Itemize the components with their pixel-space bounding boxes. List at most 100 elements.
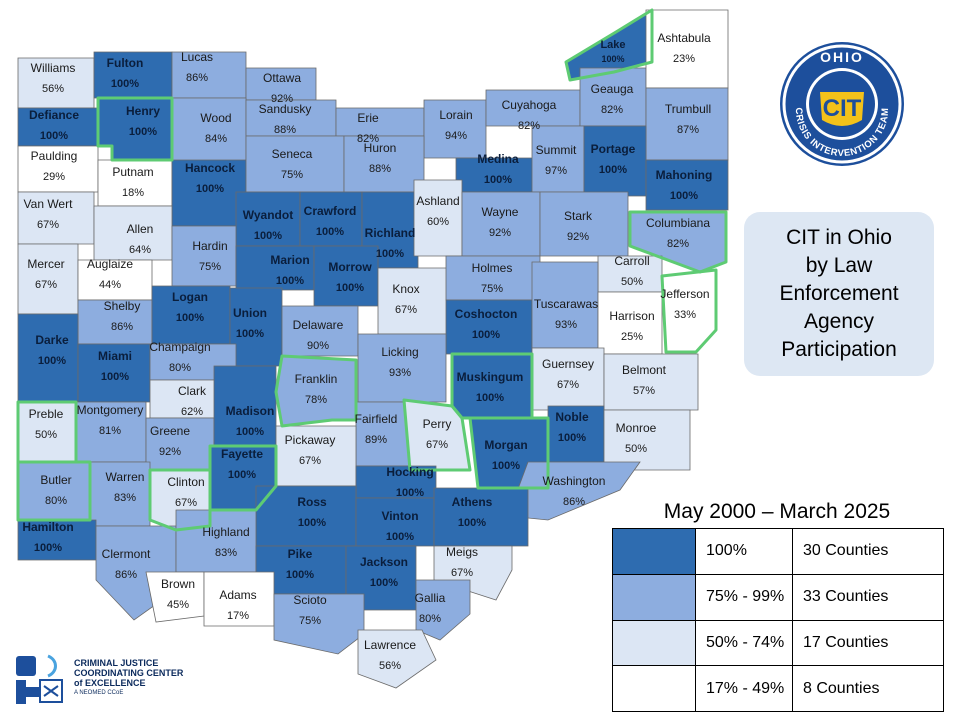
county-percent: 80% — [419, 613, 441, 625]
county-percent: 88% — [369, 163, 391, 175]
county-name: Madison — [226, 404, 275, 418]
county-percent: 100% — [601, 54, 624, 64]
county-label-putnam: Putnam 18% — [112, 165, 153, 199]
county-percent: 81% — [99, 425, 121, 437]
county-shape — [175, 509, 257, 573]
county-shape — [645, 159, 729, 211]
county-scioto — [273, 593, 365, 655]
county-name: Clark — [178, 384, 207, 398]
legend-range: 50% - 74% — [695, 619, 793, 667]
county-label-williams: Williams 56% — [31, 61, 76, 95]
county-name: Greene — [150, 424, 190, 438]
county-shape — [415, 579, 471, 641]
county-portage — [583, 125, 647, 197]
legend-count: 8 Counties — [792, 665, 944, 712]
county-name: Geauga — [591, 82, 634, 96]
county-percent: 100% — [236, 328, 264, 340]
county-label-belmont: Belmont 57% — [622, 363, 667, 397]
county-name: Paulding — [31, 149, 78, 163]
county-percent: 100% — [396, 487, 424, 499]
county-label-auglaize: Auglaize 44% — [87, 257, 133, 291]
county-name: Gallia — [415, 591, 446, 605]
county-percent: 82% — [357, 133, 379, 145]
county-percent: 80% — [45, 495, 67, 507]
county-shape — [357, 629, 437, 689]
county-percent: 67% — [395, 304, 417, 316]
county-label-allen: Allen 64% — [127, 222, 154, 256]
county-label-lake: Lake 100% — [600, 39, 625, 64]
county-highlight-outline — [16, 460, 92, 522]
county-lawrence — [357, 629, 437, 689]
county-name: Logan — [172, 290, 208, 304]
county-name: Lake — [600, 39, 625, 51]
county-percent: 62% — [181, 406, 203, 418]
county-label-pickaway: Pickaway 67% — [285, 433, 336, 467]
county-percent: 100% — [376, 248, 404, 260]
county-name: Wood — [200, 111, 231, 125]
county-name: Perry — [423, 417, 452, 431]
county-name: Shelby — [104, 299, 141, 313]
county-percent: 29% — [43, 171, 65, 183]
county-label-hancock: Hancock 100% — [185, 161, 235, 195]
county-label-scioto: Scioto 75% — [293, 593, 327, 627]
county-label-erie: Erie 82% — [357, 111, 379, 145]
county-name: Jefferson — [660, 287, 709, 301]
county-label-defiance: Defiance 100% — [29, 108, 79, 142]
county-percent: 86% — [186, 72, 208, 84]
legend-swatch — [612, 665, 696, 712]
label-layer: Williams 56% Fulton 100% Lucas 86% Ottawa 92% De… — [22, 31, 712, 672]
map-title: CIT in Ohio by Law Enforcement Agency Pa… — [779, 226, 899, 361]
county-percent: 67% — [35, 279, 57, 291]
legend-table: 100% 30 Counties 75% - 99% 33 Counties 50% -… — [612, 528, 944, 712]
county-percent: 67% — [557, 379, 579, 391]
county-name: Adams — [219, 588, 256, 602]
county-label-wyandot: Wyandot 100% — [243, 208, 293, 242]
county-name: Pickaway — [285, 433, 336, 447]
county-percent: 92% — [159, 446, 181, 458]
county-label-jefferson: Jefferson 33% — [660, 287, 709, 321]
county-name: Fairfield — [355, 412, 398, 426]
county-label-fairfield: Fairfield 89% — [355, 412, 398, 446]
county-label-gallia: Gallia 80% — [415, 591, 446, 625]
county-percent: 100% — [228, 469, 256, 481]
logo-line3: of EXCELLENCE — [74, 678, 146, 688]
county-percent: 100% — [599, 164, 627, 176]
county-highlight-outline — [96, 96, 174, 162]
county-union — [229, 287, 283, 367]
county-label-washington: Washington 86% — [543, 474, 606, 508]
county-name: Morgan — [484, 438, 527, 452]
county-label-trumbull: Trumbull 87% — [665, 102, 711, 136]
county-label-montgomery: Montgomery 81% — [77, 403, 144, 437]
county-name: Pike — [288, 547, 313, 561]
county-label-preble: Preble 50% — [29, 407, 64, 441]
county-licking — [357, 333, 447, 403]
county-name: Harrison — [609, 309, 654, 323]
county-name: Crawford — [304, 204, 357, 218]
highlight-layer — [16, 8, 728, 532]
county-name: Mercer — [27, 257, 64, 271]
county-name: Jackson — [360, 555, 408, 569]
county-highlight-outline — [564, 8, 654, 82]
county-belmont — [603, 353, 699, 411]
county-name: Lorain — [439, 108, 472, 122]
county-percent: 92% — [567, 231, 589, 243]
county-shape — [273, 593, 365, 655]
county-percent: 82% — [518, 120, 540, 132]
county-percent: 100% — [196, 183, 224, 195]
cjcc-logo-icon — [16, 654, 63, 704]
county-name: Knox — [392, 282, 419, 296]
county-name: Mahoning — [656, 168, 713, 182]
county-shape — [171, 225, 237, 287]
county-label-pike: Pike 100% — [286, 547, 314, 581]
county-label-geauga: Geauga 82% — [591, 82, 634, 116]
county-name: Washington — [543, 474, 606, 488]
county-shape — [603, 353, 699, 411]
county-name: Monroe — [616, 421, 657, 435]
legend-swatch — [612, 573, 696, 621]
county-percent: 75% — [199, 261, 221, 273]
county-percent: 75% — [481, 283, 503, 295]
county-gallia — [415, 579, 471, 641]
county-label-butler: Butler 80% — [40, 473, 71, 507]
county-label-meigs: Meigs 67% — [446, 545, 478, 579]
title-box: CIT in Ohio by Law Enforcement Agency Pa… — [744, 212, 934, 376]
